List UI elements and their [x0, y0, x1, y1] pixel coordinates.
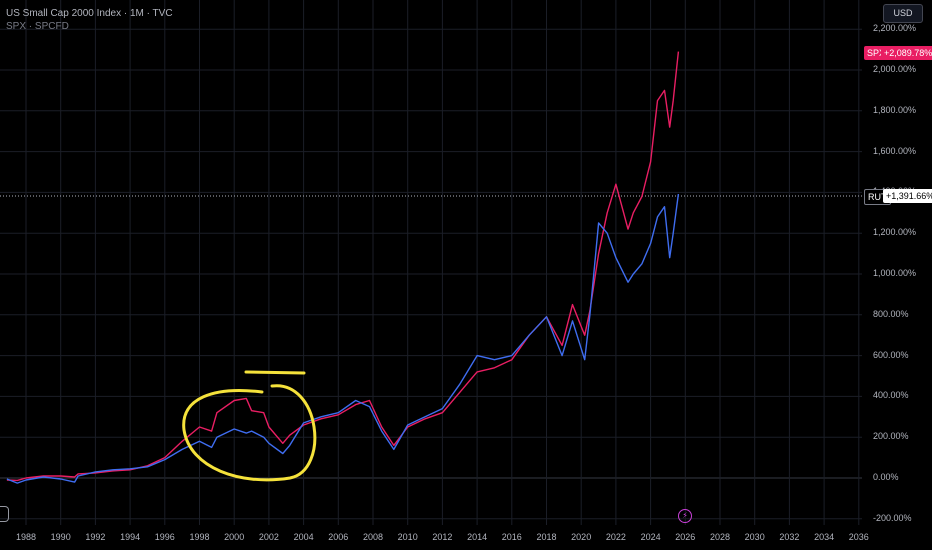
annotation-circle: [182, 384, 317, 482]
x-tick-label: 2000: [224, 532, 245, 542]
y-tick-label: 600.00%: [873, 349, 909, 360]
x-tick-label: 2036: [848, 532, 869, 542]
y-tick-label: 0.00%: [873, 472, 899, 482]
x-tick-label: 1996: [154, 532, 175, 542]
y-tick-label: 1,200.00%: [873, 227, 917, 238]
spx-value-badge: +2,089.78%: [881, 46, 932, 60]
rut-value-badge: +1,391.66%: [883, 189, 932, 203]
y-tick-label: 200.00%: [873, 431, 909, 442]
currency-button[interactable]: USD: [883, 4, 923, 23]
x-tick-label: 2008: [362, 532, 384, 542]
x-tick-label: 2004: [293, 532, 314, 542]
x-tick-label: 1990: [50, 532, 71, 542]
highlight-annotation: [182, 370, 317, 482]
x-tick-label: 2012: [432, 532, 453, 542]
annotation-tick: [244, 370, 306, 375]
x-tick-label: 2006: [328, 532, 349, 542]
y-tick-label: 800.00%: [873, 308, 909, 319]
x-tick-label: 2024: [640, 532, 661, 542]
series-line-rut: [6, 193, 680, 484]
x-tick-label: 2002: [258, 532, 279, 542]
lightning-event-icon[interactable]: ⚡: [678, 509, 692, 523]
y-tick-label: -200.00%: [873, 512, 912, 523]
y-tick-label: 1,800.00%: [873, 104, 917, 115]
x-tick-label: 2020: [571, 532, 592, 542]
compare-symbol-label[interactable]: SPX · SPCFD: [6, 21, 69, 32]
x-tick-label: 1988: [15, 532, 37, 542]
x-tick-label: 1992: [85, 532, 106, 542]
x-tick-label: 1998: [189, 532, 210, 542]
y-tick-label: 400.00%: [873, 390, 909, 401]
series-lines: [6, 51, 680, 484]
y-tick-label: 1,000.00%: [873, 268, 917, 278]
tradingview-logo-icon[interactable]: [0, 506, 9, 522]
chart-title: US Small Cap 2000 Index · 1M · TVC: [6, 8, 173, 19]
x-tick-label: 2030: [744, 532, 765, 542]
x-tick-label: 1994: [120, 532, 141, 542]
series-line-spx: [6, 51, 680, 482]
x-tick-label: 2018: [536, 532, 557, 542]
x-tick-label: 2034: [814, 532, 835, 542]
x-tick-label: 2028: [709, 532, 731, 542]
x-tick-label: 2032: [779, 532, 800, 542]
y-tick-label: 2,200.00%: [873, 23, 917, 34]
x-tick-label: 2026: [675, 532, 696, 542]
x-tick-label: 2010: [397, 532, 418, 542]
x-tick-label: 2022: [605, 532, 626, 542]
y-tick-label: 2,000.00%: [873, 64, 917, 74]
chart-grid: [0, 0, 862, 525]
x-tick-label: 2014: [467, 532, 488, 542]
y-tick-label: 1,600.00%: [873, 145, 917, 156]
x-tick-label: 2016: [501, 532, 522, 542]
